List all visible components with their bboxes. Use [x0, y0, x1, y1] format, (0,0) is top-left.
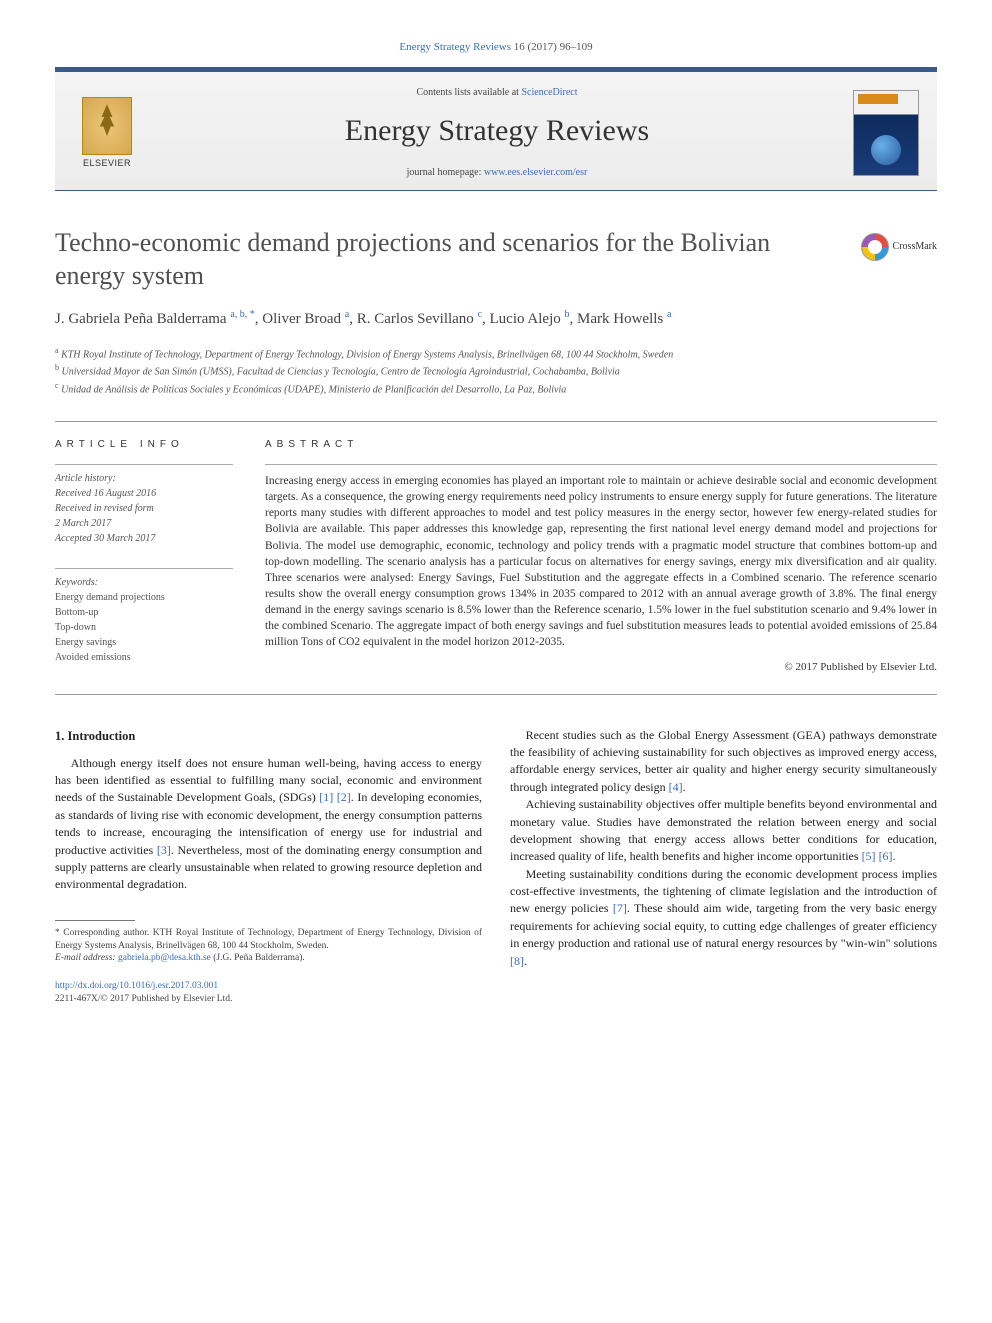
elsevier-label: ELSEVIER: [83, 157, 131, 170]
article-title: Techno-economic demand projections and s…: [55, 227, 843, 292]
section-heading: 1. Introduction: [55, 727, 482, 745]
sciencedirect-link[interactable]: ScienceDirect: [521, 87, 577, 98]
journal-header: ELSEVIER Contents lists available at Sci…: [55, 67, 937, 191]
doi-link[interactable]: http://dx.doi.org/10.1016/j.esr.2017.03.…: [55, 981, 218, 991]
citation-header: Energy Strategy Reviews 16 (2017) 96–109: [55, 40, 937, 55]
ref-link[interactable]: [7]: [613, 901, 627, 915]
keyword: Energy demand projections: [55, 590, 233, 605]
journal-name: Energy Strategy Reviews: [141, 110, 853, 152]
body-paragraph: Meeting sustainability conditions during…: [510, 866, 937, 970]
elsevier-logo[interactable]: ELSEVIER: [73, 94, 141, 172]
keyword: Energy savings: [55, 635, 233, 650]
abstract-text: Increasing energy access in emerging eco…: [265, 464, 937, 650]
ref-link[interactable]: [8]: [510, 954, 524, 968]
abstract: ABSTRACT Increasing energy access in eme…: [265, 438, 937, 675]
history-label: Article history:: [55, 471, 233, 486]
history-line: 2 March 2017: [55, 516, 233, 531]
journal-homepage: journal homepage: www.ees.elsevier.com/e…: [141, 166, 853, 180]
email-link[interactable]: gabriela.pb@desa.kth.se: [118, 953, 211, 963]
affiliation: b Universidad Mayor de San Simón (UMSS),…: [55, 362, 937, 379]
page-footer: http://dx.doi.org/10.1016/j.esr.2017.03.…: [55, 980, 937, 1007]
journal-homepage-link[interactable]: www.ees.elsevier.com/esr: [484, 167, 587, 178]
keyword: Bottom-up: [55, 605, 233, 620]
issn-copyright: 2211-467X/© 2017 Published by Elsevier L…: [55, 994, 232, 1004]
body-paragraph: Although energy itself does not ensure h…: [55, 755, 482, 894]
crossmark-label: CrossMark: [893, 240, 937, 254]
crossmark-icon: [861, 233, 889, 261]
citation-journal-link[interactable]: Energy Strategy Reviews: [399, 41, 511, 53]
ref-link[interactable]: [6]: [879, 849, 893, 863]
body-paragraph: Achieving sustainability objectives offe…: [510, 796, 937, 866]
keyword: Avoided emissions: [55, 650, 233, 665]
abstract-head: ABSTRACT: [265, 438, 937, 452]
ref-link[interactable]: [2]: [337, 790, 351, 804]
citation-vol-pages: 16 (2017) 96–109: [511, 41, 593, 53]
ref-link[interactable]: [5]: [862, 849, 876, 863]
history-line: Accepted 30 March 2017: [55, 531, 233, 546]
elsevier-tree-icon: [82, 97, 132, 155]
journal-cover-thumbnail[interactable]: [853, 90, 919, 176]
body-paragraph: Recent studies such as the Global Energy…: [510, 727, 937, 797]
article-history: Article history: Received 16 August 2016…: [55, 464, 233, 546]
keywords-label: Keywords:: [55, 575, 233, 590]
article-info: ARTICLE INFO Article history: Received 1…: [55, 438, 233, 675]
keywords-block: Keywords: Energy demand projectionsBotto…: [55, 568, 233, 665]
keyword: Top-down: [55, 620, 233, 635]
affiliation: a KTH Royal Institute of Technology, Dep…: [55, 345, 937, 362]
corresponding-author-footnote: * Corresponding author. KTH Royal Instit…: [55, 927, 482, 965]
affiliation: c Unidad de Análisis de Políticas Social…: [55, 380, 937, 397]
article-body: 1. Introduction Although energy itself d…: [55, 727, 937, 970]
history-line: Received 16 August 2016: [55, 486, 233, 501]
ref-link[interactable]: [3]: [157, 843, 171, 857]
history-line: Received in revised form: [55, 501, 233, 516]
abstract-copyright: © 2017 Published by Elsevier Ltd.: [265, 660, 937, 675]
article-info-head: ARTICLE INFO: [55, 438, 233, 452]
author-list: J. Gabriela Peña Balderrama a, b, *, Oli…: [55, 308, 937, 331]
crossmark-badge[interactable]: CrossMark: [861, 233, 937, 261]
ref-link[interactable]: [4]: [669, 780, 683, 794]
footnote-separator: [55, 920, 135, 921]
affiliations: a KTH Royal Institute of Technology, Dep…: [55, 345, 937, 397]
ref-link[interactable]: [1]: [319, 790, 333, 804]
contents-available: Contents lists available at ScienceDirec…: [141, 86, 853, 100]
